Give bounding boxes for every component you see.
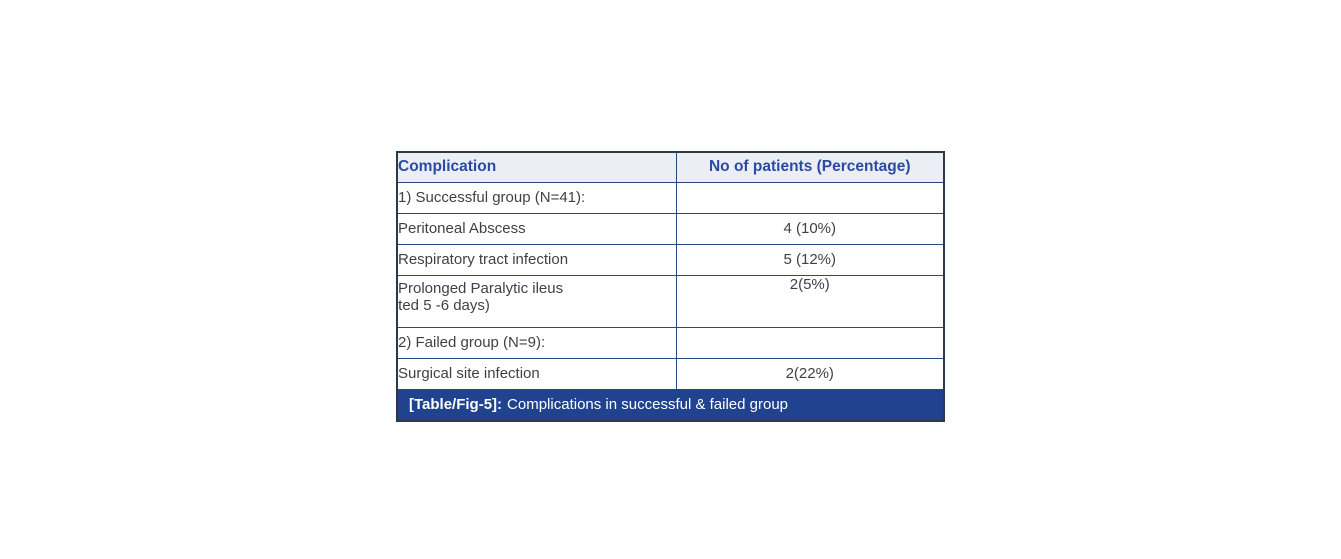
- complication-line2: (lasted 5 -6 days): [398, 296, 490, 314]
- table-row-failed-group: 2) Failed group (N=9):: [398, 326, 943, 359]
- complication-cell: 2) Failed group (N=9):: [398, 326, 677, 359]
- table-row-prolonged-paralytic-ileus: Prolonged Paralytic ileus (lasted 5 -6 d…: [398, 274, 943, 328]
- complications-table-figure: Complication No of patients (Percentage)…: [396, 151, 945, 422]
- complication-cell: Prolonged Paralytic ileus (lasted 5 -6 d…: [398, 274, 677, 328]
- table-caption-tag: [Table/Fig-5]:: [409, 395, 503, 413]
- header-no-of-patients: No of patients (Percentage): [676, 153, 943, 183]
- complication-line1: Prolonged Paralytic ileus: [398, 279, 564, 297]
- value-cell: 2(5%): [676, 274, 943, 328]
- value-cell: 5 (12%): [676, 243, 943, 276]
- complication-cell: Surgical site infection: [398, 357, 677, 390]
- value-cell: [676, 326, 943, 359]
- header-complication: Complication: [398, 153, 677, 183]
- value-cell: 4 (10%): [676, 212, 943, 245]
- value-cell: [676, 181, 943, 214]
- complication-cell: 1) Successful group (N=41):: [398, 181, 677, 214]
- table-row-peritoneal-abscess: Peritoneal Abscess 4 (10%): [398, 212, 943, 245]
- value-cell: 2(22%): [676, 357, 943, 390]
- table-caption-text: Complications in successful & failed gro…: [507, 395, 789, 413]
- complication-cell: Peritoneal Abscess: [398, 212, 677, 245]
- table-row-respiratory-tract-infection: Respiratory tract infection 5 (12%): [398, 243, 943, 276]
- complication-cell: Respiratory tract infection: [398, 243, 677, 276]
- table-caption-bar: [Table/Fig-5]: Complications in successfu…: [398, 389, 943, 420]
- table-row-successful-group: 1) Successful group (N=41):: [398, 181, 943, 214]
- table-row-surgical-site-infection: Surgical site infection 2(22%): [398, 357, 943, 390]
- table-header-row: Complication No of patients (Percentage): [398, 153, 943, 183]
- complications-table: Complication No of patients (Percentage)…: [398, 153, 943, 390]
